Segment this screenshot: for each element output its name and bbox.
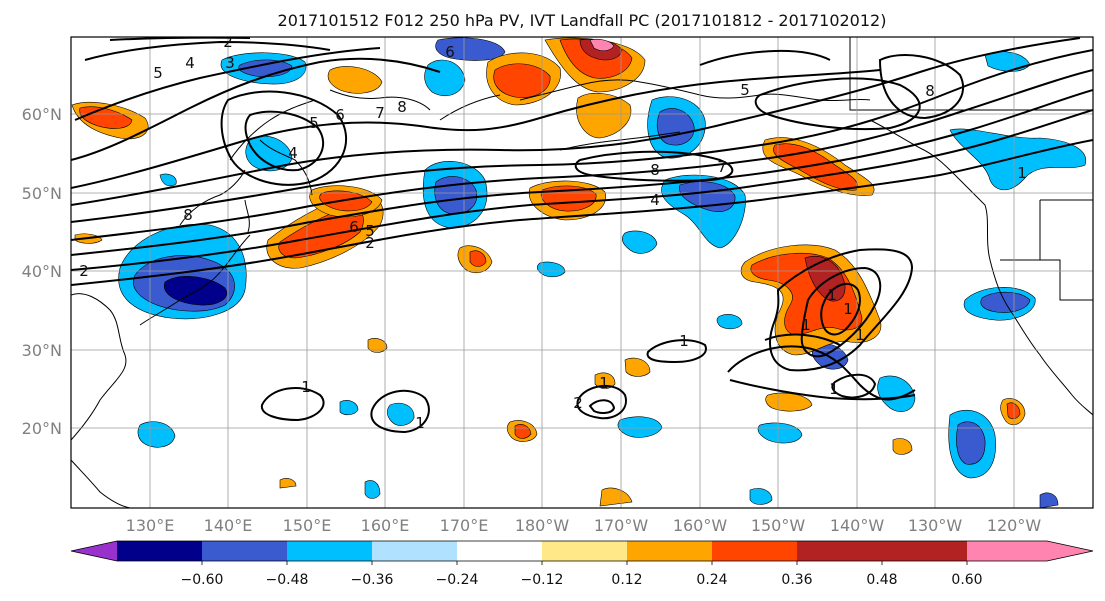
contour-label: 1 xyxy=(679,332,689,350)
colorbar-segment xyxy=(542,541,627,561)
contour-label: 8 xyxy=(397,98,407,116)
lat-label: 60°N xyxy=(22,105,62,124)
contour-label: 1 xyxy=(829,380,839,398)
colorbar-tick-label: 0.36 xyxy=(781,572,812,588)
contour-label: 1 xyxy=(599,374,609,392)
contour-1-west xyxy=(260,387,325,422)
colorbar-tick-label: 0.48 xyxy=(866,572,897,588)
colorbar-segment xyxy=(71,541,117,561)
contour-label: 5 xyxy=(365,222,375,240)
lon-label: 140°W xyxy=(830,516,885,535)
contour-label: 2 xyxy=(573,394,583,412)
ivt-contours xyxy=(260,248,916,434)
colorbar-tick-label: −0.12 xyxy=(521,572,564,588)
colorbar-segment xyxy=(457,541,542,561)
contour-label: 1 xyxy=(843,300,853,318)
lon-label: 180°W xyxy=(515,516,570,535)
contour-label: 5 xyxy=(740,81,750,99)
contour-label: 6 xyxy=(445,43,455,61)
colorbar-tick-label: 0.12 xyxy=(611,572,642,588)
contour-label: 6 xyxy=(349,218,359,236)
contour-label: 1 xyxy=(827,286,837,304)
contour-label: 5 xyxy=(153,64,163,82)
map-panel: 2 4 3 5 6 7 8 5 4 8 6 8 7 4 5 8 2 6 5 2 xyxy=(70,33,1094,509)
colorbar-segment xyxy=(712,541,797,561)
latitude-labels: 60°N 50°N 40°N 30°N 20°N xyxy=(22,105,62,438)
colorbar-segment xyxy=(627,541,712,561)
pv-contours xyxy=(71,37,1093,286)
contour-label: 4 xyxy=(650,191,660,209)
lat-label: 20°N xyxy=(22,419,62,438)
colorbar-tick-label: −0.60 xyxy=(181,572,224,588)
contour-label: 5 xyxy=(309,114,319,132)
pv-shading xyxy=(71,37,1087,508)
lat-label: 40°N xyxy=(22,262,62,281)
contour-label: 1 xyxy=(301,378,311,396)
coastlines xyxy=(71,37,1093,508)
contour-label: 8 xyxy=(183,206,193,224)
contour-label: 3 xyxy=(225,54,235,72)
colorbar-segment xyxy=(287,541,372,561)
colorbar-segment xyxy=(797,541,882,561)
lon-label: 170°W xyxy=(594,516,649,535)
lon-label: 170°E xyxy=(440,516,489,535)
colorbar: −0.60 −0.48 −0.36 −0.24 −0.12 0.12 0.24 … xyxy=(70,540,1094,588)
colorbar-segment xyxy=(202,541,287,561)
lon-label: 150°E xyxy=(283,516,332,535)
north-america-coastline xyxy=(869,119,1093,416)
lon-label: 160°E xyxy=(361,516,410,535)
colorbar-tick-label: 0.60 xyxy=(951,572,982,588)
contour-label: 4 xyxy=(185,54,195,72)
lon-label: 130°E xyxy=(126,516,175,535)
lon-label: 120°W xyxy=(987,516,1042,535)
lon-label: 140°E xyxy=(204,516,253,535)
colorbar-segment xyxy=(117,541,202,561)
colorbar-tick-label: −0.36 xyxy=(351,572,394,588)
contour-label: 1 xyxy=(1017,164,1027,182)
longitude-labels: 130°E 140°E 150°E 160°E 170°E 180°W 170°… xyxy=(126,516,1042,535)
colorbar-segment xyxy=(372,541,457,561)
lon-label: 150°W xyxy=(751,516,806,535)
contour-labels: 2 4 3 5 6 7 8 5 4 8 6 8 7 4 5 8 2 6 5 2 xyxy=(79,33,1027,432)
colorbar-tick-label: 0.24 xyxy=(696,572,727,588)
colorbar-tick-label: −0.48 xyxy=(266,572,309,588)
figure-title: 2017101512 F012 250 hPa PV, IVT Landfall… xyxy=(278,11,887,30)
contour-label: 6 xyxy=(335,106,345,124)
lon-label: 130°W xyxy=(908,516,963,535)
asia-coastline xyxy=(71,293,127,441)
lon-label: 160°W xyxy=(673,516,728,535)
lat-label: 30°N xyxy=(22,341,62,360)
contour-label: 1 xyxy=(801,316,811,334)
contour-label: 2 xyxy=(365,234,375,252)
contour-label: 1 xyxy=(855,326,865,344)
colorbar-tick-label: −0.24 xyxy=(436,572,479,588)
contour-label: 8 xyxy=(925,82,935,100)
colorbar-segment xyxy=(882,541,967,561)
contour-label: 7 xyxy=(375,104,385,122)
contour-label: 4 xyxy=(288,144,298,162)
colorbar-segment xyxy=(967,541,1093,561)
contour-label: 1 xyxy=(415,414,425,432)
contour-label: 2 xyxy=(223,33,233,51)
lat-label: 50°N xyxy=(22,184,62,203)
contour-label: 7 xyxy=(717,158,727,176)
contour-label: 8 xyxy=(650,161,660,179)
contour-label: 2 xyxy=(79,262,89,280)
